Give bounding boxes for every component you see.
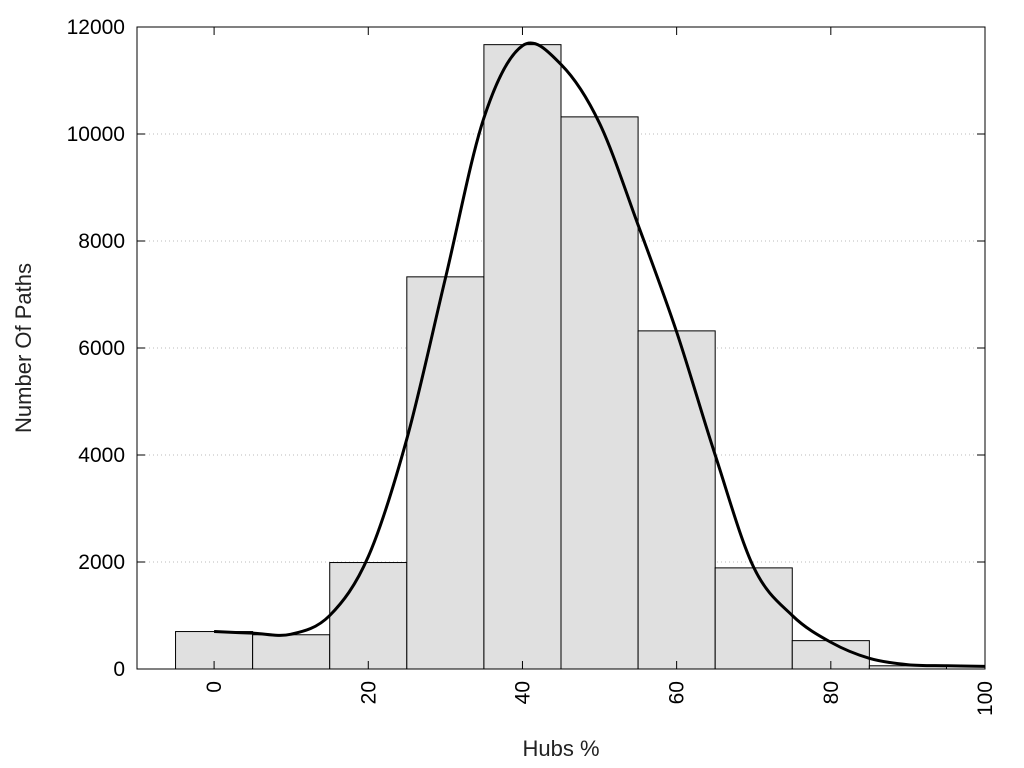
- x-tick-label: 100: [974, 681, 997, 716]
- y-tick-label: 4000: [78, 444, 125, 467]
- y-tick-label: 0: [113, 658, 125, 681]
- histogram-bar: [252, 634, 331, 670]
- histogram-bar: [329, 562, 408, 670]
- y-tick-label: 12000: [67, 16, 125, 39]
- histogram-bar: [406, 276, 485, 670]
- x-tick-label: 80: [820, 681, 843, 704]
- histogram-bar: [560, 116, 639, 670]
- y-tick-label: 6000: [78, 337, 125, 360]
- x-axis-title: Hubs %: [522, 736, 599, 761]
- x-tick-label: 0: [203, 681, 226, 693]
- histogram-bar: [637, 330, 716, 670]
- x-tick-label: 60: [666, 681, 689, 704]
- histogram-bar: [483, 44, 562, 670]
- histogram-bars: [175, 44, 947, 670]
- x-tick-label: 40: [511, 681, 534, 704]
- y-tick-label: 10000: [67, 123, 125, 146]
- histogram-bar: [714, 567, 793, 670]
- axis-ticks: 0 2000 4000 6000 8000 10000 12000 0 20 40 60 80 100: [67, 16, 997, 716]
- y-tick-label: 2000: [78, 551, 125, 574]
- density-curve: [214, 41, 986, 668]
- y-tick-label: 8000: [78, 230, 125, 253]
- x-tick-label: 20: [357, 681, 380, 704]
- y-axis-title: Number Of Paths: [11, 263, 36, 433]
